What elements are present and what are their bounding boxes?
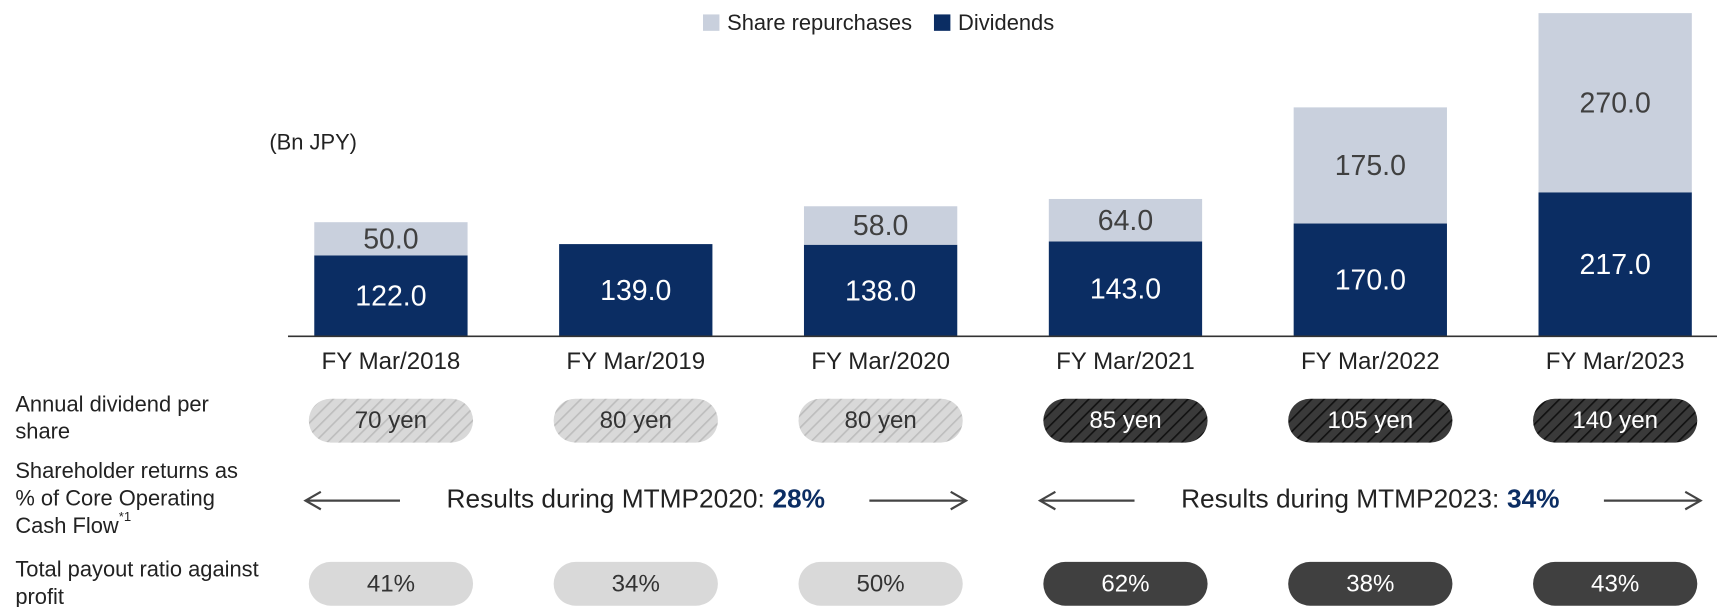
bar-segment [1048, 241, 1203, 337]
value-label: 175.0 [1335, 150, 1406, 182]
pill [308, 398, 474, 443]
value-label: 64.0 [1098, 205, 1153, 237]
pill [1043, 561, 1208, 606]
period-text: Results during MTMP2020: 28% [447, 484, 825, 514]
bar-segment [559, 244, 713, 337]
row-label-line: Annual dividend per [15, 391, 209, 416]
bar-segment [803, 206, 958, 245]
legend-swatch [933, 14, 951, 31]
row-label-line: Shareholder returns as [15, 458, 238, 483]
pill-label: 50% [857, 570, 905, 597]
value-label: 138.0 [845, 275, 916, 307]
pill-label: 43% [1591, 570, 1639, 597]
pill [308, 561, 474, 606]
arrow-head [1037, 490, 1056, 511]
value-label: 217.0 [1580, 249, 1651, 281]
arrow-head [950, 490, 969, 511]
row-label-line: Cash Flow [15, 513, 119, 538]
pill-label: 105 yen [1327, 407, 1413, 434]
arrow-head [303, 490, 322, 511]
legend-label: Dividends [958, 10, 1054, 35]
x-tick-label: FY Mar/2022 [1301, 348, 1440, 375]
x-tick-label: FY Mar/2019 [566, 348, 705, 375]
row-label-line: Total payout ratio against [15, 556, 258, 581]
bar-segment [1538, 13, 1692, 193]
pill [798, 561, 963, 606]
period-label: Results during MTMP2020: [447, 484, 765, 514]
value-label: 270.0 [1580, 87, 1651, 119]
row-label: Total payout ratio against profit [15, 556, 258, 607]
pill [1288, 561, 1453, 606]
row-label-line: profit [15, 584, 64, 607]
value-label: 143.0 [1090, 274, 1161, 306]
row-label: Shareholder returns as% of Core Operatin… [15, 458, 238, 538]
bar-segment [1048, 198, 1203, 242]
period-value: 34% [1507, 484, 1560, 514]
bar-segment [314, 222, 468, 256]
bar-segment [1293, 223, 1447, 337]
value-label: 58.0 [853, 210, 908, 242]
period-value: 28% [772, 484, 825, 514]
row-label-line: share [15, 418, 70, 443]
legend-label: Share repurchases [727, 10, 912, 35]
x-tick-label: FY Mar/2020 [811, 348, 950, 375]
pill-label: 140 yen [1572, 407, 1658, 434]
bar-segment [1538, 192, 1692, 337]
period-label: Results during MTMP2023: [1181, 484, 1499, 514]
value-label: 170.0 [1335, 265, 1406, 297]
x-tick-label: FY Mar/2021 [1056, 348, 1195, 375]
value-label: 139.0 [600, 275, 671, 307]
pill [553, 561, 718, 606]
pill-label: 41% [367, 570, 415, 597]
pill-label: 80 yen [600, 407, 672, 434]
x-tick-label: FY Mar/2018 [322, 348, 461, 375]
pill-label: 80 yen [844, 407, 916, 434]
pill-label: 62% [1101, 570, 1149, 597]
pill-label: 34% [612, 570, 660, 597]
legend-swatch [703, 14, 720, 31]
bar-segment [1293, 107, 1447, 224]
footnote-mark: *1 [119, 510, 131, 525]
unit-label: (Bn JPY) [269, 129, 357, 154]
pill [1288, 398, 1453, 443]
pill [1533, 398, 1698, 443]
pill [1043, 398, 1208, 443]
pill [1533, 561, 1698, 606]
row-label-line: % of Core Operating [15, 485, 215, 510]
bar-segment [314, 255, 468, 337]
pill-label: 38% [1346, 570, 1394, 597]
pill-label: 85 yen [1089, 407, 1161, 434]
value-label: 50.0 [363, 223, 418, 255]
period-text: Results during MTMP2023: 34% [1181, 484, 1559, 514]
x-tick-label: FY Mar/2023 [1546, 348, 1685, 375]
pill-label: 70 yen [355, 407, 427, 434]
value-label: 122.0 [355, 281, 426, 313]
row-label: Annual dividend per share [15, 391, 209, 443]
bar-segment [803, 244, 958, 337]
arrow-head [1684, 490, 1703, 511]
pill [798, 398, 963, 443]
pill [553, 398, 718, 443]
